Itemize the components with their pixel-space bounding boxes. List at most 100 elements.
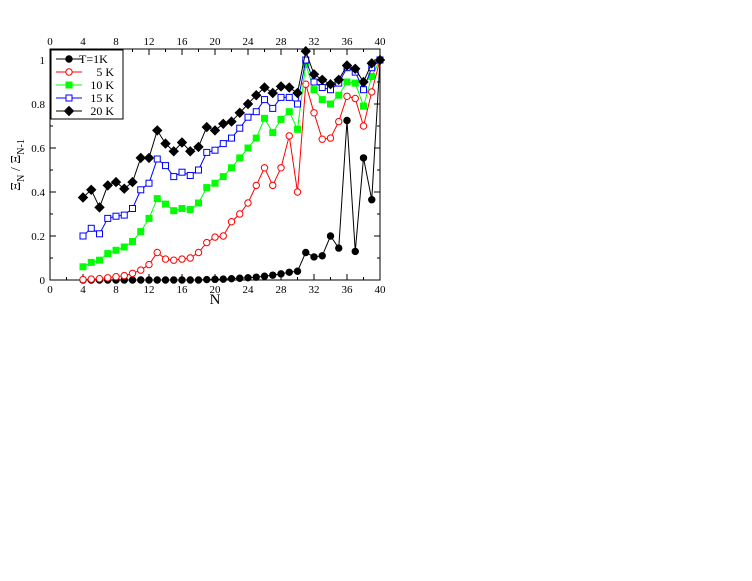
data-point: [318, 96, 326, 104]
data-point: [153, 248, 161, 257]
data-point: [120, 271, 128, 280]
y-tick-label: 1: [40, 55, 46, 67]
data-point: [87, 224, 95, 232]
data-point: [300, 45, 311, 57]
data-point: [275, 81, 287, 92]
x-tick-label-top: 8: [113, 36, 119, 48]
data-point: [285, 108, 293, 116]
data-point: [335, 244, 343, 252]
data-point: [317, 74, 328, 86]
data-point: [269, 104, 277, 112]
data-point: [195, 166, 202, 174]
data-point: [260, 272, 269, 280]
data-point: [129, 238, 136, 245]
data-point: [269, 271, 277, 279]
legend: T=1K5 K10 K15 K20 K: [50, 49, 124, 120]
x-tick-label-top: 20: [210, 36, 222, 48]
data-point: [318, 135, 326, 143]
data-point: [87, 275, 95, 283]
data-point: [302, 80, 310, 88]
y-axis-label: ΞN / ΞN-1: [9, 139, 27, 191]
data-point: [170, 276, 178, 284]
data-point: [162, 200, 169, 208]
data-point: [302, 248, 310, 257]
x-tick-label-top: 16: [177, 36, 189, 48]
data-point: [95, 274, 104, 283]
series-line: [82, 59, 381, 268]
data-point: [244, 199, 252, 207]
y-tick-label: 0: [40, 275, 46, 287]
data-point: [226, 116, 237, 127]
data-point: [170, 256, 178, 264]
data-point: [277, 115, 285, 123]
data-point: [112, 273, 120, 281]
data-point: [193, 141, 204, 153]
x-tick-label-top: 40: [375, 36, 387, 48]
legend-marker: [65, 94, 73, 102]
data-point: [203, 184, 211, 192]
data-point: [234, 107, 245, 119]
data-point: [194, 248, 203, 257]
data-point: [341, 60, 353, 71]
data-point: [251, 89, 262, 101]
data-point: [374, 54, 386, 66]
data-point: [77, 192, 89, 203]
data-point: [145, 214, 153, 222]
series-1: [79, 56, 384, 284]
data-point: [168, 146, 179, 157]
x-tick-label-top: 24: [243, 36, 255, 48]
x-tick-label: 12: [144, 284, 155, 296]
data-point: [186, 172, 194, 179]
data-point: [269, 181, 277, 190]
data-point: [368, 196, 376, 204]
data-point: [325, 78, 336, 90]
x-tick-label-top: 36: [342, 36, 354, 48]
data-point: [236, 274, 244, 282]
data-point: [277, 164, 285, 172]
data-point: [211, 275, 219, 284]
data-point: [203, 275, 211, 284]
data-point: [292, 87, 303, 99]
data-point: [104, 214, 112, 222]
x-tick-label: 8: [113, 284, 119, 296]
data-point: [186, 254, 194, 262]
legend-label: 20 K: [90, 104, 114, 118]
data-point: [219, 140, 227, 148]
data-point: [236, 210, 244, 218]
series-layer: [77, 45, 386, 284]
data-point: [170, 173, 178, 181]
data-point: [186, 276, 194, 284]
data-point: [110, 176, 122, 188]
data-point: [335, 117, 343, 126]
legend-marker: [65, 81, 73, 89]
data-point: [102, 180, 113, 191]
x-tick-label: 40: [375, 284, 387, 296]
data-point: [176, 137, 188, 148]
data-point: [211, 146, 219, 154]
series-0: [79, 56, 384, 284]
data-point: [244, 274, 252, 282]
y-tick-label: 0.6: [31, 143, 45, 155]
data-point: [284, 82, 295, 93]
data-point: [252, 273, 260, 281]
data-point: [318, 252, 326, 260]
data-point: [79, 263, 87, 271]
data-point: [227, 218, 236, 226]
data-point: [112, 246, 120, 254]
data-point: [178, 205, 186, 212]
data-point: [137, 228, 145, 236]
series-4: [77, 45, 386, 213]
data-point: [227, 274, 236, 283]
x-tick-label: 28: [276, 284, 288, 296]
data-point: [277, 270, 285, 278]
data-point: [310, 253, 318, 261]
data-point: [145, 260, 153, 269]
data-point: [350, 63, 361, 75]
data-point: [137, 186, 145, 194]
legend-marker: [65, 55, 73, 63]
data-point: [161, 276, 170, 284]
data-point: [308, 69, 320, 80]
data-point: [162, 162, 169, 170]
data-point: [211, 233, 219, 241]
